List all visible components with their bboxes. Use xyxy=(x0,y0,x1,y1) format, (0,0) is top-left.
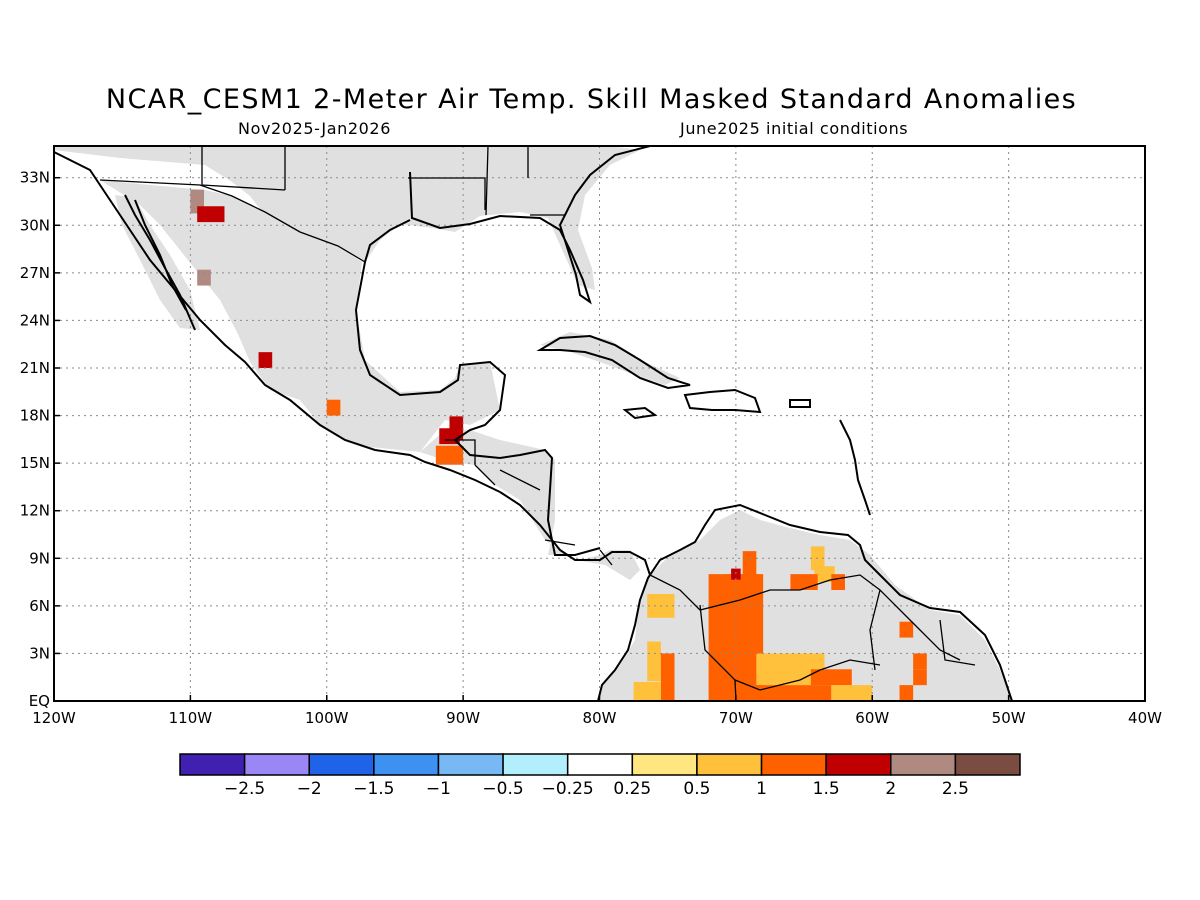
colorbar-swatch xyxy=(760,753,827,776)
anomaly-cell-10 xyxy=(660,653,675,701)
anomaly-cell-26 xyxy=(913,669,927,686)
colorbar-swatch xyxy=(437,753,504,776)
lat-lon-gridlines xyxy=(54,146,1145,701)
lon-tick-label: 80W xyxy=(583,709,617,727)
colorbar-label: 1 xyxy=(756,779,767,799)
anomaly-cell-21 xyxy=(749,685,832,701)
lon-tick-label: 40W xyxy=(1128,709,1162,727)
anomaly-cell-13 xyxy=(742,551,757,575)
colorbar-label: −0.5 xyxy=(482,779,523,799)
coastline-puerto-rico xyxy=(789,399,811,408)
anomaly-cell-4 xyxy=(326,399,341,416)
colorbar: −2.5 −2 −1.5 −1 −0.5 −0.25 0.25 0.5 1 1.5 2 2.5 xyxy=(179,753,1021,799)
coastline-central-america xyxy=(499,448,651,576)
anomaly-cell-2 xyxy=(197,269,211,286)
colorbar-swatch xyxy=(373,753,440,776)
anomaly-cell-22 xyxy=(810,669,852,686)
anomaly-cell-14 xyxy=(725,574,760,590)
colorbar-swatch xyxy=(179,753,246,776)
colorbar-swatch xyxy=(825,753,892,776)
border-us-mexico xyxy=(99,179,366,263)
longitude-axis: 120W 110W 100W 90W 80W 70W 60W 50W 40W xyxy=(32,695,1162,727)
lon-tick-label: 90W xyxy=(446,709,480,727)
border-central-america xyxy=(445,439,613,566)
lat-tick-label: 3N xyxy=(29,644,50,662)
colorbar-swatch xyxy=(631,753,698,776)
lat-tick-label: 15N xyxy=(20,454,50,472)
colorbar-swatch xyxy=(954,753,1021,776)
forecast-period: Nov2025-Jan2026 xyxy=(238,119,391,138)
colorbar-label: 0.5 xyxy=(683,779,710,799)
anomaly-cell-7 xyxy=(435,445,464,465)
anomaly-cell-24 xyxy=(899,621,914,638)
coastline-mexico-pacific xyxy=(54,151,501,493)
coastlines-and-borders xyxy=(54,146,1013,701)
anomaly-cell-23 xyxy=(831,685,873,701)
lat-tick-label: 12N xyxy=(20,502,50,520)
anomaly-cell-27 xyxy=(899,685,914,701)
lesser-antilles xyxy=(839,419,871,516)
coastline-baja xyxy=(124,194,196,331)
lat-tick-label: 24N xyxy=(20,311,50,329)
land-mask-usa xyxy=(54,146,640,290)
lat-tick-label: 6N xyxy=(29,597,50,615)
coastline-cuba xyxy=(536,334,691,390)
chart-title: NCAR_CESM1 2-Meter Air Temp. Skill Maske… xyxy=(105,84,1078,115)
coastline-hispaniola xyxy=(683,388,762,414)
anomaly-cell-1 xyxy=(197,206,225,223)
land-mask-central-america xyxy=(420,430,640,580)
colorbar-label: −0.25 xyxy=(542,779,594,799)
lat-tick-label: 9N xyxy=(29,549,50,567)
lon-tick-label: 70W xyxy=(719,709,753,727)
colorbar-label: −2.5 xyxy=(224,779,265,799)
lat-tick-label: 27N xyxy=(20,264,50,282)
lat-tick-label: EQ xyxy=(29,692,50,710)
coastline-south-america xyxy=(597,503,1013,701)
border-south-america xyxy=(649,574,976,701)
lat-tick-label: 18N xyxy=(20,407,50,425)
lon-tick-label: 120W xyxy=(32,709,76,727)
lat-tick-label: 21N xyxy=(20,359,50,377)
coastline-us-gulf xyxy=(409,146,651,305)
colorbar-swatch xyxy=(243,753,310,776)
anomaly-cell-11 xyxy=(633,681,661,701)
anomaly-cell-17 xyxy=(814,566,835,583)
anomaly-cell-3 xyxy=(258,352,273,368)
lat-tick-label: 33N xyxy=(20,169,50,187)
coastline-jamaica xyxy=(622,406,658,420)
colorbar-label: −1.5 xyxy=(353,779,394,799)
lon-tick-label: 60W xyxy=(855,709,889,727)
anomaly-cell-9 xyxy=(647,641,661,682)
colorbar-swatch xyxy=(502,753,569,776)
anomaly-cell-19 xyxy=(790,574,818,590)
anomaly-cell-6 xyxy=(449,416,464,441)
colorbar-swatch xyxy=(566,753,634,776)
lon-tick-label: 110W xyxy=(169,709,213,727)
lat-tick-label: 30N xyxy=(20,216,50,234)
land-mask-mexico xyxy=(100,180,500,452)
political-borders xyxy=(99,146,976,701)
colorbar-label: 2 xyxy=(885,779,896,799)
anomaly-cell-15 xyxy=(731,568,741,580)
colorbar-label: 1.5 xyxy=(813,779,840,799)
anomaly-cell-18 xyxy=(831,574,845,590)
anomaly-cell-25 xyxy=(913,653,927,670)
colorbar-label: −1 xyxy=(426,779,451,799)
initial-conditions: June2025 initial conditions xyxy=(680,119,909,138)
colorbar-swatch xyxy=(890,753,957,776)
lon-tick-label: 100W xyxy=(305,709,349,727)
border-us-states xyxy=(201,146,565,216)
lon-tick-label: 50W xyxy=(992,709,1026,727)
colorbar-swatch xyxy=(308,753,375,776)
colorbar-label: −2 xyxy=(297,779,322,799)
colorbar-label: 2.5 xyxy=(942,779,969,799)
colorbar-label: 0.25 xyxy=(613,779,651,799)
latitude-axis: EQ 3N 6N 9N 12N 15N 18N 21N 24N 27N 30N 33N xyxy=(20,169,60,710)
colorbar-swatch xyxy=(696,753,763,776)
